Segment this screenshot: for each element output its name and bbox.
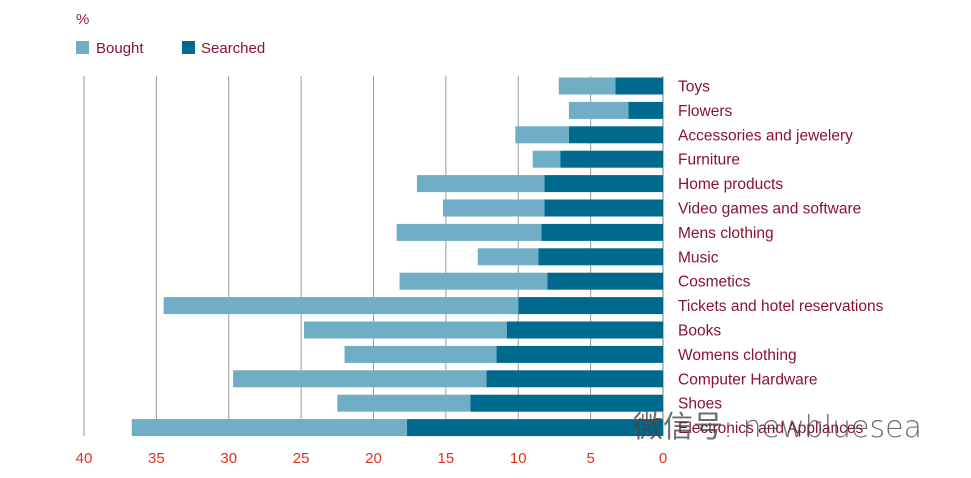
bar-bought: [416, 175, 545, 193]
category-label: Home products: [678, 176, 783, 193]
category-label: Music: [678, 249, 719, 266]
bar-bought: [515, 126, 569, 144]
bar-searched: [486, 370, 663, 388]
x-tick-label: 5: [586, 450, 594, 467]
bar-searched: [470, 394, 663, 412]
bar-bought: [131, 419, 407, 437]
category-label: Computer Hardware: [678, 371, 818, 388]
bar-searched: [406, 419, 663, 437]
category-label: Shoes: [678, 396, 722, 413]
legend-label-searched: Searched: [201, 40, 265, 57]
bar-bought: [558, 77, 616, 95]
watermark: 微信号: newbluesea: [633, 410, 922, 445]
bar-searched: [541, 223, 663, 241]
category-label: Furniture: [678, 152, 740, 169]
bar-bought: [396, 223, 542, 241]
category-label: Tickets and hotel reservations: [678, 298, 884, 315]
bar-searched: [615, 77, 663, 95]
x-tick-label: 30: [220, 450, 237, 467]
bar-searched: [568, 126, 663, 144]
bars: [131, 77, 663, 437]
category-label: Womens clothing: [678, 347, 797, 364]
bar-bought: [163, 297, 519, 315]
bar-bought: [568, 101, 629, 119]
category-label: Toys: [678, 79, 710, 96]
bar-searched: [506, 321, 663, 339]
bar-bought: [532, 150, 561, 168]
bar-bought: [304, 321, 507, 339]
x-tick-label: 20: [365, 450, 382, 467]
bar-searched: [544, 199, 663, 217]
category-label: Cosmetics: [678, 274, 751, 291]
unit-label: %: [76, 11, 89, 28]
x-tick-label: 10: [510, 450, 527, 467]
legend-label-bought: Bought: [96, 40, 144, 57]
x-tick-label: 35: [148, 450, 165, 467]
bar-bought: [477, 248, 539, 266]
bar-bought: [344, 345, 497, 363]
category-label: Accessories and jewelery: [678, 127, 853, 144]
bar-bought: [233, 370, 487, 388]
x-tick-label: 40: [76, 450, 93, 467]
category-label: Mens clothing: [678, 225, 774, 242]
legend-swatch-bought: [76, 41, 89, 54]
x-tick-label: 15: [438, 450, 455, 467]
x-tick-labels: 40 35 30 25 20 15 10 5 0: [76, 450, 668, 467]
bar-searched: [518, 297, 663, 315]
x-tick-label: 25: [293, 450, 310, 467]
bar-searched: [628, 101, 663, 119]
bar-bought: [399, 272, 548, 290]
bar-searched: [547, 272, 663, 290]
category-labels: Toys Flowers Accessories and jewelery Furni…: [678, 79, 884, 438]
category-label: Video games and software: [678, 201, 861, 218]
bar-bought: [442, 199, 545, 217]
bar-searched: [544, 175, 663, 193]
bar-bought: [337, 394, 471, 412]
category-label: Books: [678, 323, 721, 340]
x-tick-label: 0: [659, 450, 667, 467]
category-label: Electronics and Appliances: [678, 420, 864, 437]
bar-searched: [560, 150, 663, 168]
bar-searched: [538, 248, 663, 266]
category-label: Flowers: [678, 103, 733, 120]
bar-searched: [496, 345, 663, 363]
legend: Bought Searched: [76, 40, 265, 57]
legend-swatch-searched: [182, 41, 195, 54]
